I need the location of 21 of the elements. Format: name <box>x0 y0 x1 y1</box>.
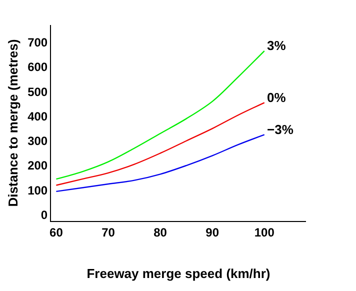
line-series <box>56 50 265 180</box>
y-tick-label: 0 <box>40 208 48 222</box>
x-tick-label: 90 <box>206 225 220 240</box>
y-tick-label: 500 <box>28 84 48 99</box>
x-tick-label: 80 <box>154 225 168 240</box>
series-label: −3% <box>267 122 294 137</box>
series-label: 3% <box>267 38 286 53</box>
y-tick-label: 600 <box>28 60 48 74</box>
y-tick-label: 300 <box>28 134 48 148</box>
y-tick-label: 400 <box>28 109 48 124</box>
y-tick-label: 200 <box>28 158 48 173</box>
x-tick-label: 60 <box>50 225 64 240</box>
y-tick-label: 100 <box>28 183 48 198</box>
x-tick-label: 100 <box>254 225 275 240</box>
x-axis-title: Freeway merge speed (km/hr) <box>86 266 270 281</box>
y-axis-title: Distance to merge (metres) <box>6 39 21 207</box>
x-tick-label: 70 <box>102 225 116 240</box>
y-tick-label: 700 <box>28 35 48 50</box>
series-label: 0% <box>267 90 286 105</box>
line-series <box>56 134 265 192</box>
line-series <box>56 102 265 186</box>
